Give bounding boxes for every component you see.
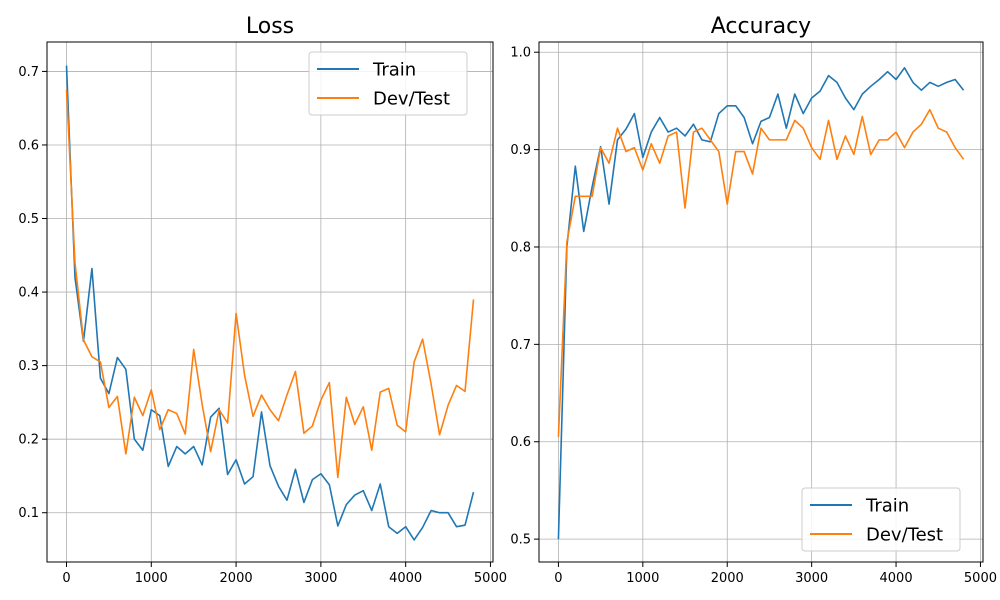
- y-tick-label: 0.6: [18, 138, 39, 153]
- y-tick-label: 0.3: [18, 359, 39, 374]
- series-line-train: [557, 67, 965, 540]
- grid: [539, 42, 983, 562]
- x-tick-label: 4000: [880, 571, 913, 586]
- x-tick-label: 2000: [220, 571, 253, 586]
- x-tick-label: 5000: [964, 571, 997, 586]
- x-tick-label: 1000: [135, 571, 168, 586]
- plot-frame: [46, 41, 494, 563]
- series-line-dev-test: [65, 89, 475, 479]
- chart-title: Accuracy: [711, 14, 811, 39]
- chart-title: Loss: [246, 14, 294, 39]
- x-tick-label: 4000: [389, 571, 422, 586]
- legend-label-dev-test: Dev/Test: [866, 525, 943, 546]
- y-tick-label: 0.6: [510, 435, 531, 450]
- legend-frame: [308, 51, 468, 116]
- legend-label-train: Train: [865, 496, 909, 517]
- legend: Train Dev/Test: [308, 51, 468, 116]
- y-tick-label: 0.9: [510, 143, 531, 158]
- legend-label-dev-test: Dev/Test: [373, 89, 450, 110]
- y-tick-label: 0.7: [18, 65, 39, 80]
- x-tick-label: 0: [62, 571, 70, 586]
- chart-loss: 0 1000 2000 3000 4000 5000 0.1 0.2 0.3 0.4 0.5 0.6 0…: [18, 14, 507, 586]
- x-tick-label: 3000: [304, 571, 337, 586]
- series-line-dev-test: [557, 108, 965, 437]
- y-tick-label: 0.1: [18, 506, 39, 521]
- y-tick-label: 0.5: [510, 533, 531, 548]
- x-tick-label: 0: [554, 571, 562, 586]
- y-tick-label: 0.5: [18, 212, 39, 227]
- x-tick-label: 3000: [795, 571, 828, 586]
- y-tick-label: 0.4: [18, 286, 39, 301]
- x-tick-label: 1000: [626, 571, 659, 586]
- y-tick-label: 0.2: [18, 433, 39, 448]
- x-tick-label: 5000: [474, 571, 507, 586]
- series-line-train: [65, 65, 475, 541]
- legend-frame: [801, 487, 961, 552]
- legend-label-train: Train: [372, 60, 416, 81]
- y-tick-label: 0.7: [510, 338, 531, 353]
- y-tick-label: 1.0: [510, 46, 531, 61]
- grid: [47, 42, 493, 562]
- plot-frame: [538, 41, 984, 563]
- y-tick-label: 0.8: [510, 240, 531, 255]
- x-tick-label: 2000: [711, 571, 744, 586]
- legend: Train Dev/Test: [801, 487, 961, 552]
- chart-accuracy: 0 1000 2000 3000 4000 5000 0.5 0.6 0.7 0.8 0.9 1.0 A…: [510, 14, 997, 586]
